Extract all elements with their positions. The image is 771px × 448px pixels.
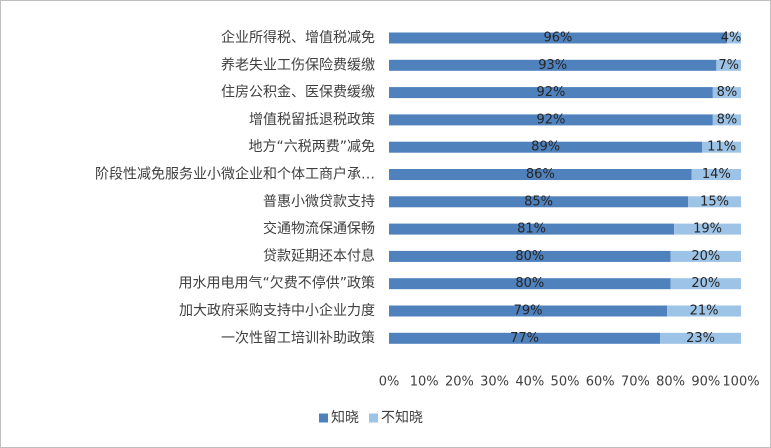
data-label-aware-8: 80% <box>515 249 544 264</box>
bar-aware-3 <box>389 114 713 126</box>
data-label-aware-9: 80% <box>515 276 544 291</box>
bar-unaware-3 <box>712 114 741 126</box>
data-label-aware-11: 77% <box>510 331 539 346</box>
bar-aware-2 <box>389 87 713 99</box>
data-label-unaware-8: 20% <box>691 249 720 264</box>
data-label-aware-7: 81% <box>517 222 546 237</box>
data-label-aware-1: 93% <box>538 58 567 73</box>
data-label-aware-4: 89% <box>531 140 560 155</box>
legend-label-0: 知晓 <box>331 409 359 426</box>
x-tick-label-7: 70% <box>621 375 650 390</box>
category-label-8: 贷款延期还本付息 <box>263 247 375 264</box>
data-label-unaware-1: 7% <box>718 58 739 73</box>
data-label-unaware-11: 23% <box>686 331 715 346</box>
bar-aware-1 <box>389 59 717 71</box>
bar-aware-10 <box>389 305 668 317</box>
bar-aware-5 <box>389 169 692 180</box>
data-label-aware-6: 85% <box>524 194 553 209</box>
x-tick-label-3: 30% <box>480 375 509 390</box>
data-label-aware-5: 86% <box>526 167 555 182</box>
data-label-unaware-3: 8% <box>717 112 738 127</box>
category-label-4: 地方“六税两费”减免 <box>248 139 375 155</box>
legend-swatch-1 <box>369 413 378 423</box>
bar-unaware-4 <box>702 141 741 153</box>
category-label-9: 用水用电用气“欠费不停供”政策 <box>178 275 375 292</box>
data-label-unaware-10: 21% <box>690 304 719 319</box>
x-tick-label-6: 60% <box>586 375 615 390</box>
data-labels-layer: 96% 4% 93% 7% 92% 8% 92% 8% 89% 11% 86% 14% 85% 15% 81… <box>510 31 741 346</box>
bar-unaware-2 <box>712 87 741 99</box>
category-label-0: 企业所得税、增值税减免 <box>221 29 375 46</box>
data-label-unaware-0: 4% <box>721 31 742 46</box>
category-label-7: 交通物流保通保畅 <box>263 220 375 237</box>
x-tick-label-10: 100% <box>722 375 759 390</box>
bar-unaware-11 <box>660 332 741 344</box>
bar-unaware-6 <box>688 196 741 208</box>
category-label-2: 住房公积金、医保费缓缴 <box>221 85 375 101</box>
data-label-aware-0: 96% <box>544 31 573 46</box>
bars-layer <box>389 32 741 344</box>
data-label-unaware-4: 11% <box>707 140 736 155</box>
bar-aware-6 <box>389 196 689 208</box>
category-label-1: 养老失业工伤保险费缓缴 <box>221 57 375 73</box>
bar-aware-0 <box>389 32 727 44</box>
x-tick-label-5: 50% <box>551 375 580 390</box>
bar-aware-7 <box>389 223 675 235</box>
data-label-aware-3: 92% <box>536 112 565 127</box>
bar-unaware-1 <box>716 59 741 71</box>
legend-swatch-0 <box>319 413 328 423</box>
data-label-unaware-7: 19% <box>693 222 722 237</box>
legend: 知晓 不知晓 <box>319 409 423 426</box>
data-label-unaware-9: 20% <box>691 276 720 291</box>
data-label-unaware-2: 8% <box>717 85 738 100</box>
legend-label-1: 不知晓 <box>381 409 423 426</box>
legend-item-0: 知晓 <box>319 409 359 426</box>
bar-unaware-9 <box>670 278 741 290</box>
x-tick-label-1: 10% <box>410 375 439 390</box>
legend-item-1: 不知晓 <box>369 409 423 426</box>
x-tick-label-4: 40% <box>515 375 544 390</box>
data-label-aware-2: 92% <box>536 85 565 100</box>
category-labels-layer: 企业所得税、增值税减免养老失业工伤保险费缓缴住房公积金、医保费缓缴增值税留抵退税… <box>95 29 375 346</box>
bar-aware-11 <box>389 332 661 344</box>
data-label-aware-10: 79% <box>514 304 543 319</box>
bar-unaware-7 <box>674 223 741 235</box>
bar-unaware-10 <box>667 305 741 317</box>
x-axis: 0% 10% 20% 30% 40% 50% 60% 70% 80% 90% 100% <box>379 375 760 390</box>
x-tick-label-8: 80% <box>656 375 685 390</box>
data-label-unaware-6: 15% <box>700 194 729 209</box>
category-label-6: 普惠小微贷款支持 <box>263 194 375 210</box>
bar-unaware-0 <box>726 32 741 44</box>
bar-unaware-5 <box>691 169 741 180</box>
category-label-5: 阶段性减免服务业小微企业和个体工商户承… <box>95 166 375 183</box>
category-label-3: 增值税留抵退税政策 <box>249 111 375 128</box>
bar-aware-9 <box>389 278 671 290</box>
bar-unaware-8 <box>670 250 741 262</box>
category-label-10: 加大政府采购支持中小企业力度 <box>179 302 375 319</box>
data-label-unaware-5: 14% <box>702 167 731 182</box>
x-tick-label-9: 90% <box>691 375 720 390</box>
bar-aware-8 <box>389 250 671 262</box>
x-tick-label-2: 20% <box>445 375 474 390</box>
category-label-11: 一次性留工培训补助政策 <box>221 329 375 346</box>
x-tick-label-0: 0% <box>379 375 400 390</box>
bar-aware-4 <box>389 141 703 153</box>
